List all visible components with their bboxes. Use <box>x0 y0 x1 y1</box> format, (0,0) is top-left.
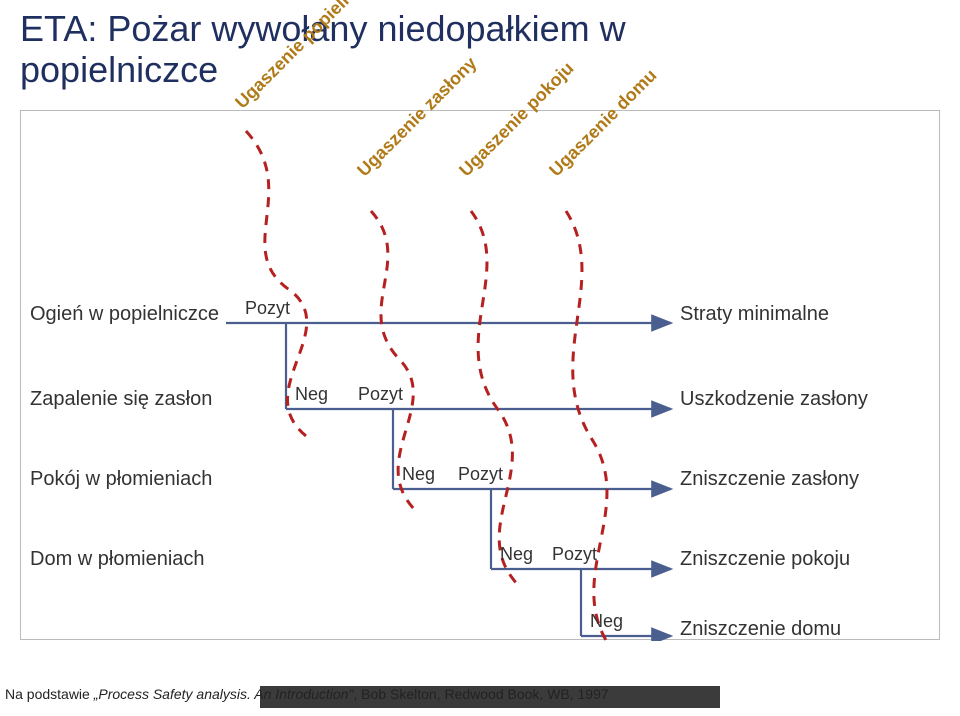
outcome-label: Straty minimalne <box>680 303 829 326</box>
outcome-label: Zniszczenie pokoju <box>680 548 850 571</box>
page-number: 6 <box>940 688 948 704</box>
initiating-event-label: Dom w płomieniach <box>30 548 205 571</box>
outcome-label: Uszkodzenie zasłony <box>680 388 868 411</box>
branch-label: Neg <box>500 544 533 565</box>
footer-prefix: Na podstawie <box>5 686 94 702</box>
title-line2: popielniczce <box>20 49 218 90</box>
branch-label: Pozyt <box>552 544 597 565</box>
slide-title: ETA: Pożar wywołany niedopałkiem w popie… <box>0 0 960 91</box>
footer-suffix: , Bob Skelton, Redwood Book, WB, 1997 <box>353 686 608 702</box>
outcome-label: Zniszczenie zasłony <box>680 468 859 491</box>
branch-label: Neg <box>590 611 623 632</box>
barrier-dashed-curve <box>471 211 519 586</box>
barrier-dashed-curve <box>566 211 613 641</box>
initiating-event-label: Ogień w popielniczce <box>30 303 219 326</box>
initiating-event-label: Pokój w płomieniach <box>30 468 212 491</box>
branch-label: Pozyt <box>358 384 403 405</box>
branch-label: Pozyt <box>245 298 290 319</box>
branch-label: Pozyt <box>458 464 503 485</box>
footer-citation: „Process Safety analysis. An Introductio… <box>94 686 354 702</box>
initiating-event-label: Zapalenie się zasłon <box>30 388 212 411</box>
outcome-label: Zniszczenie domu <box>680 618 841 641</box>
branch-label: Neg <box>402 464 435 485</box>
citation-footer: Na podstawie „Process Safety analysis. A… <box>5 686 609 702</box>
branch-label: Neg <box>295 384 328 405</box>
